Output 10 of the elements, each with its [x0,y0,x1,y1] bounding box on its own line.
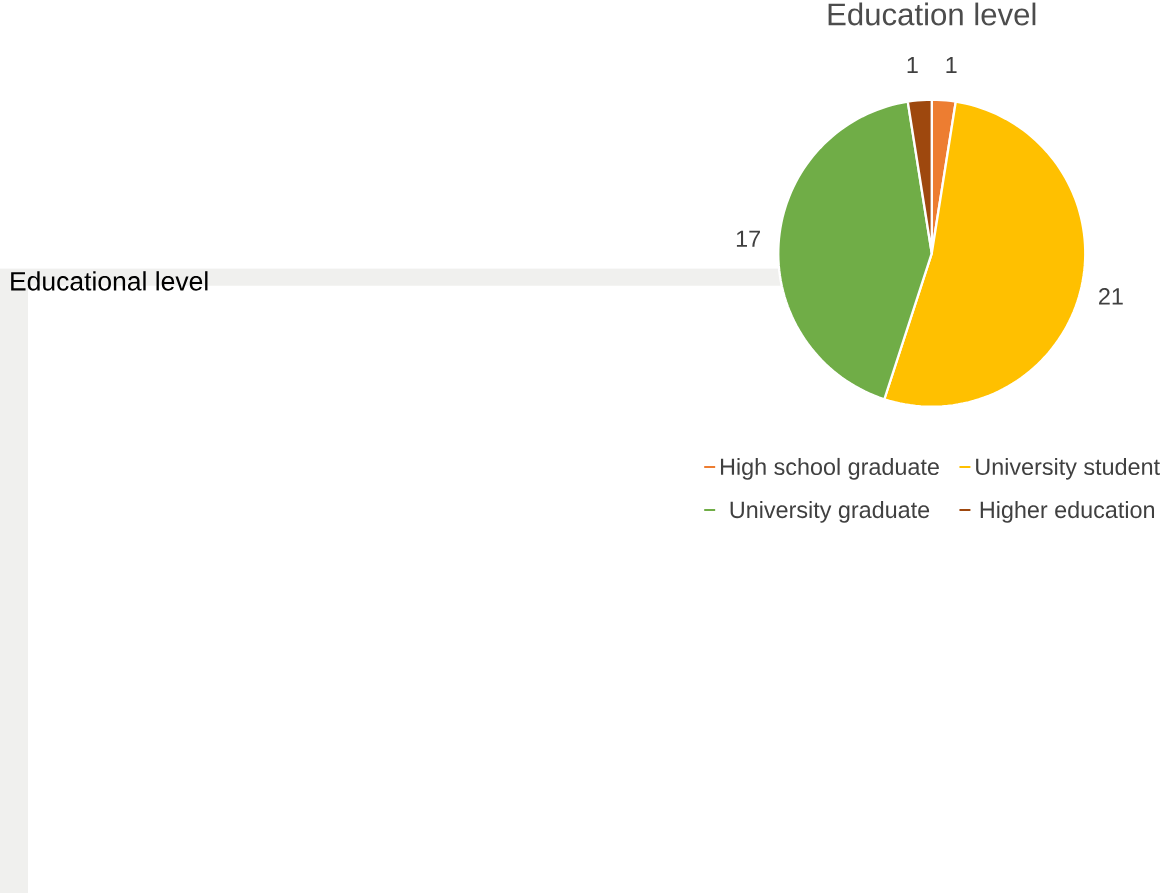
data-label: 21 [1099,287,1123,305]
data-label: 17 [736,230,760,247]
legend-label: University graduate [730,500,930,523]
legend-label: University student [976,457,1160,480]
data-label: 1 [907,56,918,73]
text: Educational level [11,271,208,291]
legend-label: High school graduate [720,457,939,480]
data-label: 1 [946,56,957,73]
legend-label: Higher education [980,500,1155,523]
chart-title: Education level [828,2,1036,26]
